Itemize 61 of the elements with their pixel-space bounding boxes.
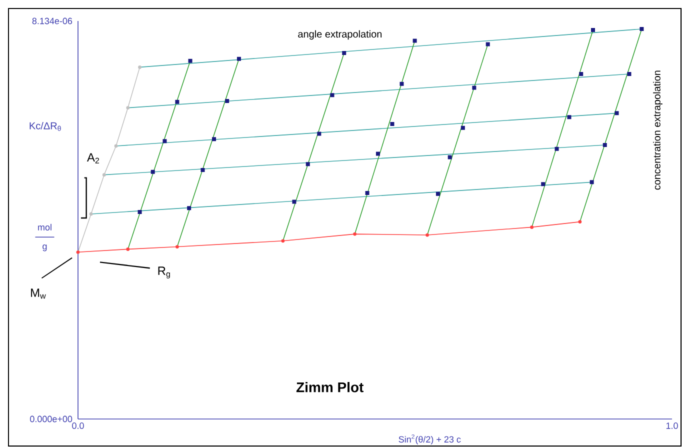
point bbox=[486, 42, 490, 46]
point bbox=[591, 28, 596, 32]
text: Zimm Plot bbox=[296, 382, 364, 392]
x-tick-label: 1.0 bbox=[666, 422, 678, 429]
point bbox=[412, 38, 417, 43]
point bbox=[330, 93, 334, 98]
point bbox=[614, 111, 619, 116]
x-tick-label: 0.0 bbox=[72, 422, 84, 429]
annotation: A$_{2}$ bbox=[86, 153, 100, 164]
point bbox=[317, 132, 322, 136]
point bbox=[138, 65, 142, 69]
point bbox=[578, 220, 582, 224]
point bbox=[281, 239, 285, 243]
point bbox=[436, 192, 440, 196]
point bbox=[390, 122, 394, 126]
y-axis-title: Kc/ΔR$_{θ}$ bbox=[30, 122, 61, 131]
text: mol bbox=[38, 224, 52, 230]
point bbox=[175, 100, 180, 104]
point bbox=[472, 86, 476, 90]
point bbox=[627, 72, 632, 76]
point bbox=[342, 50, 346, 55]
point bbox=[114, 144, 118, 148]
y-tick-label: 0.000e+00 bbox=[30, 416, 72, 422]
point bbox=[448, 155, 452, 160]
y-tick-label: 8.134e-06 bbox=[32, 18, 72, 24]
point bbox=[89, 212, 93, 216]
point bbox=[306, 162, 310, 166]
point bbox=[530, 225, 534, 229]
point bbox=[602, 142, 607, 147]
point bbox=[365, 190, 370, 195]
text: M$_{w}$ bbox=[31, 288, 46, 299]
point bbox=[590, 180, 594, 184]
point bbox=[579, 72, 584, 76]
point bbox=[541, 182, 546, 186]
point bbox=[102, 173, 106, 177]
point bbox=[187, 206, 192, 210]
point bbox=[426, 233, 429, 237]
x-axis-title: Sin$^{2}$(θ/2) + 23 c bbox=[398, 434, 461, 444]
point bbox=[126, 106, 130, 110]
text: g bbox=[42, 244, 47, 252]
annotation: R$_{g}$ bbox=[158, 266, 170, 278]
point bbox=[225, 98, 230, 103]
point bbox=[176, 245, 179, 248]
point bbox=[400, 82, 404, 86]
point bbox=[188, 58, 192, 63]
point bbox=[200, 168, 205, 172]
point bbox=[567, 115, 572, 120]
annotation: concentration extrapolation bbox=[653, 70, 662, 190]
point bbox=[353, 232, 357, 236]
annotation: angle extrapolation bbox=[298, 30, 382, 40]
point bbox=[162, 139, 167, 144]
point bbox=[640, 27, 644, 32]
point bbox=[376, 152, 380, 156]
point bbox=[236, 56, 241, 61]
point bbox=[126, 248, 130, 251]
point bbox=[212, 137, 216, 142]
point bbox=[138, 210, 142, 214]
point bbox=[460, 126, 465, 130]
point bbox=[292, 200, 296, 204]
point bbox=[554, 146, 559, 151]
point bbox=[150, 170, 155, 174]
